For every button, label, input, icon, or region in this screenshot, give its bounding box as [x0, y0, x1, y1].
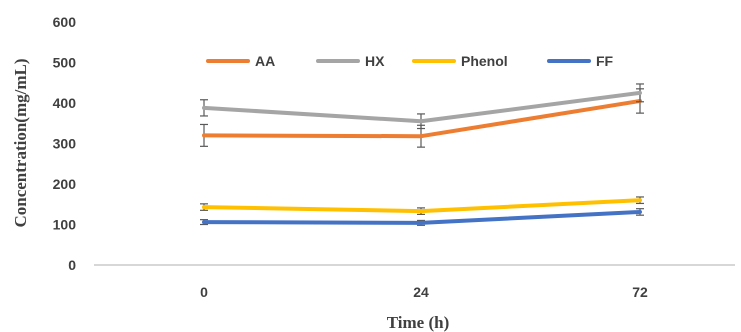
legend: AA HX Phenol FF: [206, 53, 614, 69]
data-point: [639, 211, 641, 213]
data-point: [203, 206, 205, 208]
x-tick-label: 24: [413, 284, 429, 300]
x-axis-ticks: 0 24 72: [200, 284, 648, 300]
data-point: [420, 222, 422, 224]
y-tick-label: 100: [53, 217, 77, 233]
legend-item: AA: [206, 53, 275, 69]
y-tick-label: 500: [53, 55, 77, 71]
data-point: [420, 210, 422, 212]
y-axis-ticks: 0 100 200 300 400 500 600: [53, 14, 77, 273]
data-point: [203, 107, 205, 109]
x-axis-title: Time (h): [387, 313, 450, 332]
data-point: [639, 92, 641, 94]
series-ff: [200, 208, 644, 226]
data-point: [639, 199, 641, 201]
series-line: [202, 198, 642, 214]
series-layer: [200, 83, 644, 226]
series-phenol: [200, 196, 644, 215]
legend-label: HX: [365, 53, 385, 69]
y-tick-label: 0: [68, 257, 76, 273]
series-line: [202, 90, 642, 124]
series-aa: [200, 88, 644, 148]
legend-item: Phenol: [412, 53, 508, 69]
y-tick-label: 600: [53, 14, 77, 30]
data-point: [203, 134, 205, 136]
x-tick-label: 0: [200, 284, 208, 300]
series-hx: [200, 83, 644, 130]
data-point: [203, 221, 205, 223]
x-tick-label: 72: [632, 284, 648, 300]
y-tick-label: 200: [53, 176, 77, 192]
series-line: [202, 98, 642, 139]
legend-item: HX: [316, 53, 385, 69]
legend-label: Phenol: [461, 53, 508, 69]
legend-label: FF: [596, 53, 614, 69]
data-point: [420, 120, 422, 122]
legend-item: FF: [547, 53, 614, 69]
y-tick-label: 400: [53, 95, 77, 111]
y-axis-title: Concentration(mg/mL): [11, 58, 30, 227]
legend-label: AA: [255, 53, 275, 69]
series-line: [202, 209, 642, 225]
y-tick-label: 300: [53, 136, 77, 152]
data-point: [420, 135, 422, 137]
